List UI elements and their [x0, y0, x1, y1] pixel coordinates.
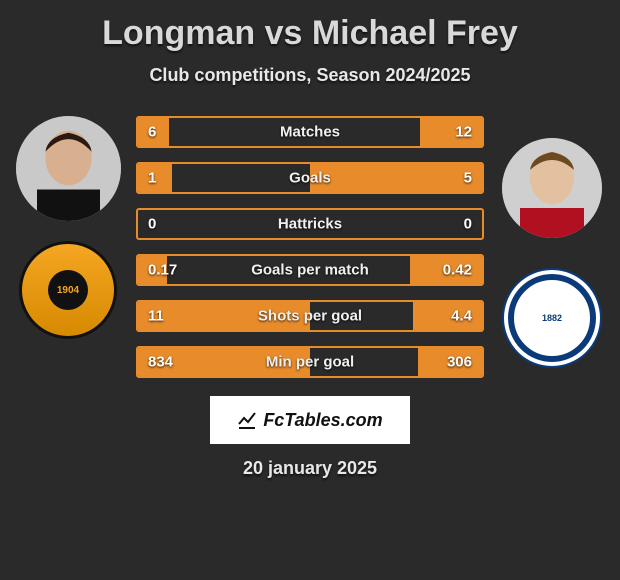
stat-value-left: 0 [148, 216, 156, 233]
stat-label: Matches [280, 124, 340, 141]
stat-value-right: 12 [455, 124, 472, 141]
stat-bar: 0.17 0.42 Goals per match [136, 254, 484, 286]
club-right-badge: 1882 [502, 268, 602, 368]
stat-label: Hattricks [278, 216, 342, 233]
comparison-card: Longman vs Michael Frey Club competition… [0, 0, 620, 489]
stat-value-left: 6 [148, 124, 156, 141]
stat-bar: 1 5 Goals [136, 162, 484, 194]
club-left-year: 1904 [48, 270, 88, 310]
stat-value-left: 0.17 [148, 262, 177, 279]
avatar-placeholder-icon [502, 138, 602, 238]
date-label: 20 january 2025 [8, 458, 612, 479]
page-title: Longman vs Michael Frey [8, 14, 612, 53]
stat-value-right: 306 [447, 354, 472, 371]
stat-value-left: 1 [148, 170, 156, 187]
right-column: 1882 [492, 116, 612, 368]
stat-value-right: 0.42 [443, 262, 472, 279]
stat-bar: 0 0 Hattricks [136, 208, 484, 240]
stat-label: Min per goal [266, 354, 354, 371]
club-right-year: 1882 [508, 274, 596, 362]
chart-icon [237, 410, 257, 430]
avatar-placeholder-icon [16, 116, 121, 221]
brand-text: FcTables.com [263, 410, 382, 431]
left-column: 1904 [8, 116, 128, 339]
page-subtitle: Club competitions, Season 2024/2025 [8, 65, 612, 86]
stat-bar: 11 4.4 Shots per goal [136, 300, 484, 332]
club-left-badge: 1904 [19, 241, 117, 339]
stat-fill-right [310, 164, 482, 192]
stat-label: Shots per goal [258, 308, 362, 325]
player-right-avatar [502, 138, 602, 238]
brand-logo: FcTables.com [210, 396, 410, 444]
main-row: 1904 6 12 Matches 1 5 Goals 0 0 Hattricks 0.17 0.4… [8, 116, 612, 378]
stat-bar: 834 306 Min per goal [136, 346, 484, 378]
stat-label: Goals [289, 170, 331, 187]
stat-fill-right [420, 118, 482, 146]
stat-label: Goals per match [251, 262, 369, 279]
stat-value-right: 5 [464, 170, 472, 187]
stat-value-left: 834 [148, 354, 173, 371]
stat-value-right: 4.4 [451, 308, 472, 325]
stat-bar: 6 12 Matches [136, 116, 484, 148]
stats-bars: 6 12 Matches 1 5 Goals 0 0 Hattricks 0.17 0.42 Goal… [136, 116, 484, 378]
stat-value-right: 0 [464, 216, 472, 233]
stat-value-left: 11 [148, 308, 164, 325]
player-left-avatar [16, 116, 121, 221]
